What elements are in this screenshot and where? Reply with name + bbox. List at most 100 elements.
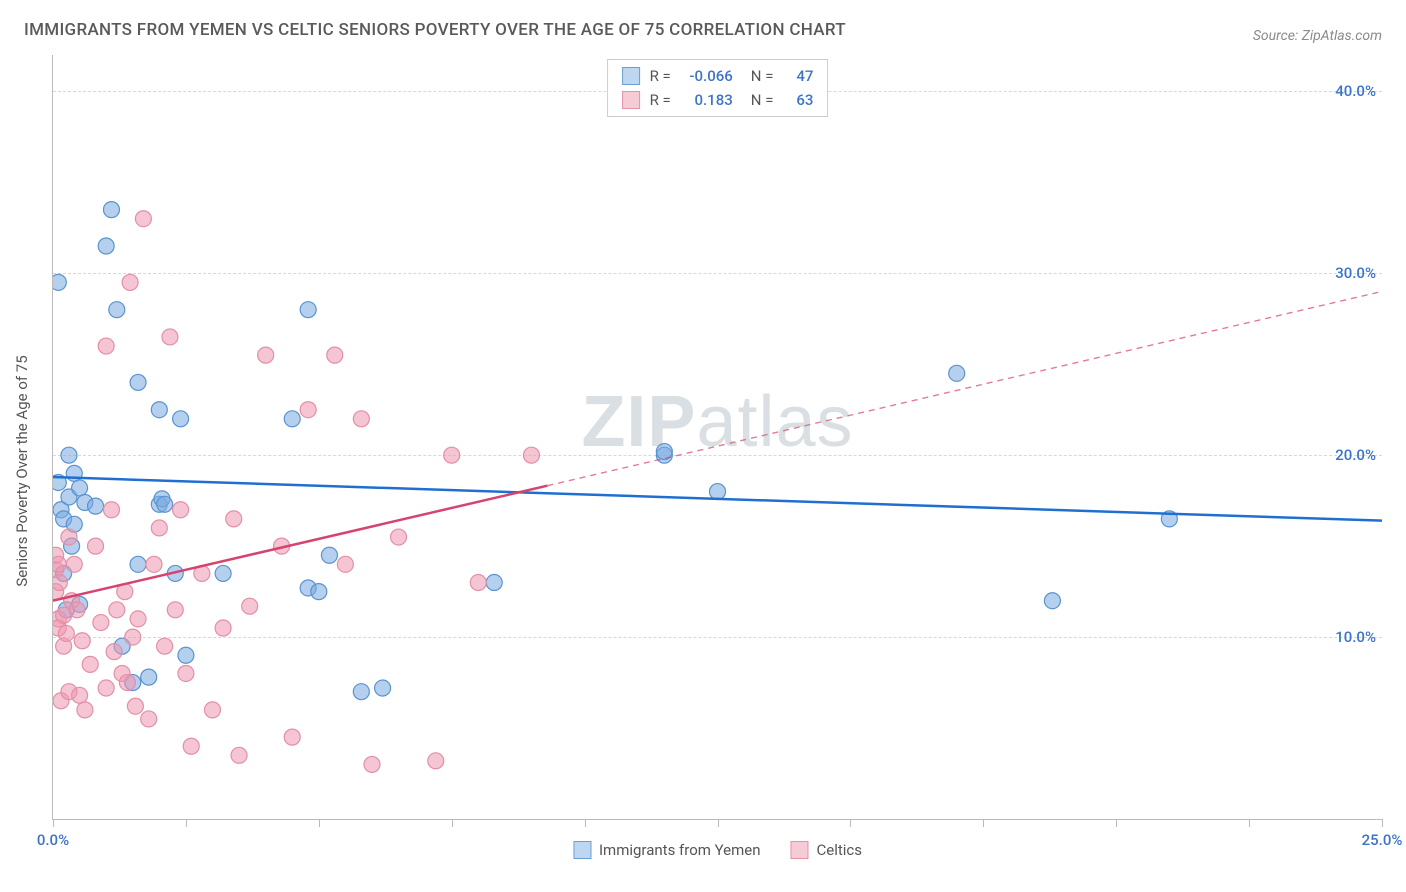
x-tick [983, 819, 984, 827]
legend-item-celtics: Celtics [791, 841, 863, 859]
legend-swatch-yemen [622, 67, 640, 85]
data-point-celtics [151, 520, 167, 536]
correlation-row-celtics: R = 0.183 N = 63 [622, 88, 814, 112]
data-point-celtics [523, 447, 539, 463]
data-point-yemen [949, 365, 965, 381]
x-tick-label: 25.0% [1362, 831, 1403, 849]
data-point-yemen [98, 238, 114, 254]
data-point-celtics [146, 556, 162, 572]
data-point-celtics [88, 538, 104, 554]
data-point-celtics [77, 702, 93, 718]
data-point-celtics [428, 753, 444, 769]
chart-container: Seniors Poverty Over the Age of 75 ZIPat… [24, 55, 1382, 868]
legend-swatch-celtics [791, 841, 809, 859]
data-point-yemen [486, 575, 502, 591]
data-point-yemen [151, 402, 167, 418]
data-point-celtics [106, 644, 122, 660]
data-point-celtics [337, 556, 353, 572]
data-point-yemen [72, 480, 88, 496]
data-point-yemen [53, 274, 66, 290]
data-point-yemen [88, 498, 104, 514]
x-tick [585, 819, 586, 827]
plot-area: ZIPatlas R =-0.066N =47R =0.183N =63 Imm… [52, 55, 1382, 820]
data-point-yemen [61, 447, 77, 463]
x-tick-label: 0.0% [37, 831, 69, 849]
data-point-yemen [215, 565, 231, 581]
data-point-celtics [66, 556, 82, 572]
data-point-celtics [135, 211, 151, 227]
data-point-celtics [204, 702, 220, 718]
data-point-celtics [444, 447, 460, 463]
x-tick [1249, 819, 1250, 827]
x-tick [53, 819, 54, 827]
data-point-celtics [470, 575, 486, 591]
r-label: R = [650, 88, 671, 112]
r-value-yemen: -0.066 [681, 64, 733, 88]
data-point-celtics [130, 611, 146, 627]
source-label: Source: [1253, 28, 1298, 44]
data-point-yemen [353, 684, 369, 700]
x-tick [718, 819, 719, 827]
data-point-celtics [103, 502, 119, 518]
n-label: N = [751, 88, 774, 112]
r-value-celtics: 0.183 [681, 88, 733, 112]
data-point-celtics [53, 575, 67, 591]
data-point-celtics [284, 729, 300, 745]
n-label: N = [751, 64, 774, 88]
source-attribution: Source: ZipAtlas.com [1253, 28, 1382, 44]
data-point-celtics [242, 598, 258, 614]
data-point-celtics [364, 756, 380, 772]
data-point-celtics [98, 680, 114, 696]
data-point-celtics [215, 620, 231, 636]
x-tick [452, 819, 453, 827]
x-tick [850, 819, 851, 827]
data-point-celtics [183, 738, 199, 754]
data-point-celtics [119, 675, 135, 691]
legend-swatch-celtics [622, 91, 640, 109]
y-axis-label: Seniors Poverty Over the Age of 75 [13, 355, 31, 586]
data-point-yemen [1044, 593, 1060, 609]
chart-title: IMMIGRANTS FROM YEMEN VS CELTIC SENIORS … [24, 20, 846, 40]
data-point-celtics [93, 615, 109, 631]
data-point-celtics [98, 338, 114, 354]
data-point-yemen [284, 411, 300, 427]
legend-swatch-yemen [573, 841, 591, 859]
data-point-celtics [109, 602, 125, 618]
data-point-celtics [127, 698, 143, 714]
data-point-celtics [167, 602, 183, 618]
data-point-celtics [53, 556, 66, 572]
data-point-yemen [375, 680, 391, 696]
legend-item-yemen: Immigrants from Yemen [573, 841, 761, 859]
data-point-yemen [103, 202, 119, 218]
data-point-celtics [353, 411, 369, 427]
data-point-celtics [61, 529, 77, 545]
data-point-celtics [72, 687, 88, 703]
x-tick [186, 819, 187, 827]
correlation-legend: R = -0.066 N = 47R = 0.183 N = 63 [607, 59, 829, 117]
data-point-yemen [130, 374, 146, 390]
correlation-row-yemen: R =-0.066N =47 [622, 64, 814, 88]
x-tick [1382, 819, 1383, 827]
legend-label-yemen: Immigrants from Yemen [599, 841, 761, 859]
data-point-celtics [141, 711, 157, 727]
data-point-yemen [311, 584, 327, 600]
chart-svg [53, 55, 1382, 819]
n-value-celtics: 63 [783, 88, 813, 112]
data-point-celtics [122, 274, 138, 290]
n-value-yemen: 47 [783, 64, 813, 88]
data-point-yemen [109, 302, 125, 318]
x-tick [319, 819, 320, 827]
data-point-celtics [74, 633, 90, 649]
data-point-yemen [173, 411, 189, 427]
data-point-yemen [130, 556, 146, 572]
data-point-yemen [300, 302, 316, 318]
data-point-celtics [173, 502, 189, 518]
trendline-extrapolated-celtics [547, 291, 1382, 485]
data-point-celtics [162, 329, 178, 345]
legend-label-celtics: Celtics [817, 841, 863, 859]
data-point-yemen [157, 496, 173, 512]
data-point-yemen [141, 669, 157, 685]
data-point-celtics [327, 347, 343, 363]
data-point-celtics [178, 665, 194, 681]
source-link[interactable]: ZipAtlas.com [1302, 28, 1382, 44]
